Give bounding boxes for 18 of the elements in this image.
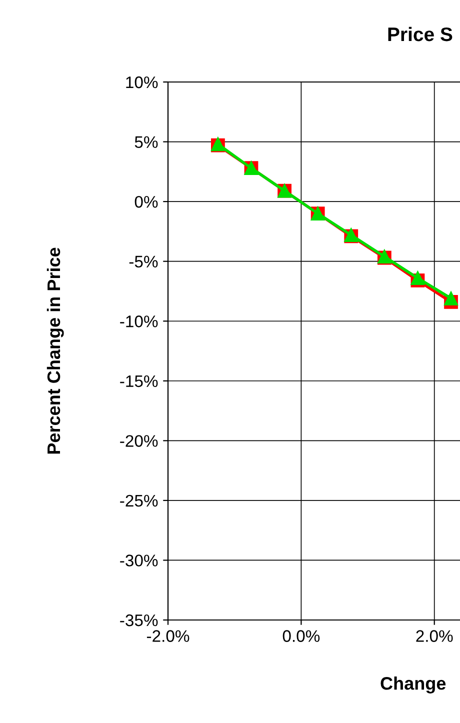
x-axis-title: Change [380,676,446,694]
point [444,291,458,306]
y-tick-label: -30% [120,554,158,566]
x-tick-label: 2.0% [416,630,453,642]
y-tick-label: -5% [129,256,158,268]
x-tick-label: 0.0% [282,630,320,642]
x-tick-label: -2.0% [146,630,190,642]
y-tick-label: -25% [120,494,158,507]
point [410,271,425,286]
y-axis-title: Percent Change in Price [46,248,64,454]
y-tick-label: 5% [134,136,158,148]
y-tick-label: -35% [120,614,158,626]
y-tick-label: -15% [120,375,158,388]
chart-title: Price S [388,26,452,42]
y-tick-label: 10% [126,76,158,88]
y-tick-label: 0% [134,196,158,208]
y-tick-label: -20% [120,435,158,447]
y-tick-label: -10% [120,316,158,328]
